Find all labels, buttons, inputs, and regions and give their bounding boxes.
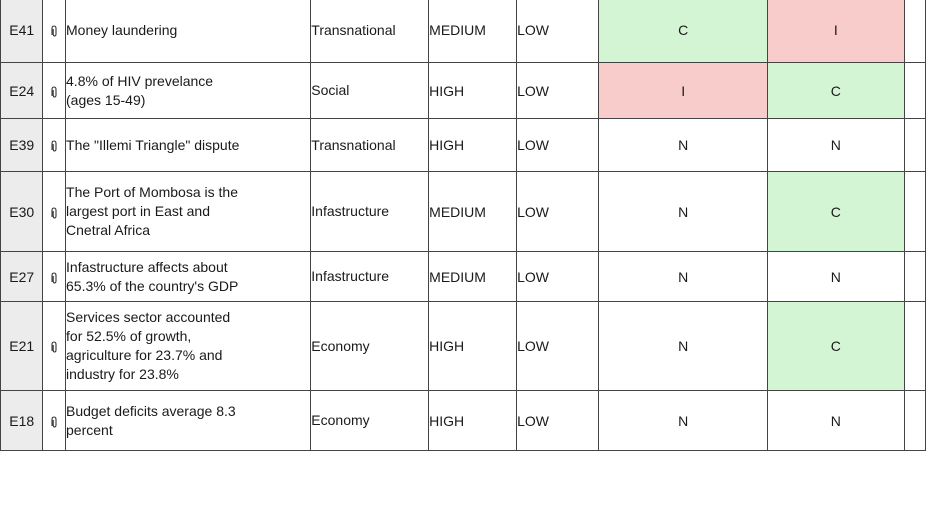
category-cell: Social <box>310 62 430 119</box>
description-cell: The Port of Mombosa is the largest port i… <box>65 171 312 252</box>
empty-cell <box>903 390 926 451</box>
paperclip-icon[interactable] <box>49 340 59 354</box>
impact-cell: HIGH <box>428 301 518 391</box>
empty-cell <box>903 251 926 302</box>
assessment-a-cell[interactable]: N <box>598 118 768 172</box>
description-cell: Budget deficits average 8.3 percent <box>65 390 312 451</box>
impact-cell: HIGH <box>428 390 518 451</box>
row-id: E18 <box>0 390 44 451</box>
description-cell: 4.8% of HIV prevelance (ages 15-49) <box>65 62 312 119</box>
attachment-cell[interactable] <box>42 0 67 63</box>
assessment-a-cell[interactable]: N <box>598 390 768 451</box>
table-row[interactable]: E18 Budget deficits average 8.3 percent E… <box>0 390 926 451</box>
assessment-a-cell[interactable]: N <box>598 251 768 302</box>
empty-cell <box>903 171 926 252</box>
row-id: E39 <box>0 118 44 172</box>
paperclip-icon[interactable] <box>49 139 59 153</box>
impact-cell: MEDIUM <box>428 171 518 252</box>
category-cell: Transnational <box>310 0 430 63</box>
category-cell: Transnational <box>310 118 430 172</box>
description-cell: Money laundering <box>65 0 312 63</box>
category-cell: Infastructure <box>310 251 430 302</box>
assessment-b-cell[interactable]: N <box>766 251 905 302</box>
row-id: E30 <box>0 171 44 252</box>
attachment-cell[interactable] <box>42 390 67 451</box>
assessment-b-cell[interactable]: N <box>766 390 905 451</box>
probability-cell: LOW <box>516 171 600 252</box>
category-cell: Economy <box>310 301 430 391</box>
assessment-b-cell[interactable]: C <box>766 171 905 252</box>
row-id: E41 <box>0 0 44 63</box>
impact-cell: MEDIUM <box>428 251 518 302</box>
attachment-cell[interactable] <box>42 171 67 252</box>
table-row[interactable]: E24 4.8% of HIV prevelance (ages 15-49) S… <box>0 62 926 119</box>
assessment-a-cell[interactable]: N <box>598 171 768 252</box>
attachment-cell[interactable] <box>42 62 67 119</box>
category-cell: Infastructure <box>310 171 430 252</box>
row-id: E27 <box>0 251 44 302</box>
empty-cell <box>903 118 926 172</box>
table-row[interactable]: E30 The Port of Mombosa is the largest po… <box>0 171 926 252</box>
category-cell: Economy <box>310 390 430 451</box>
attachment-cell[interactable] <box>42 251 67 302</box>
empty-cell <box>903 0 926 63</box>
description-cell: Infastructure affects about 65.3% of the … <box>65 251 312 302</box>
table-row[interactable]: E39 The "Illemi Triangle" dispute Transn… <box>0 118 926 172</box>
row-id: E21 <box>0 301 44 391</box>
paperclip-icon[interactable] <box>49 24 59 38</box>
probability-cell: LOW <box>516 0 600 63</box>
attachment-cell[interactable] <box>42 118 67 172</box>
impact-cell: MEDIUM <box>428 0 518 63</box>
description-cell: The "Illemi Triangle" dispute <box>65 118 312 172</box>
attachment-cell[interactable] <box>42 301 67 391</box>
paperclip-icon[interactable] <box>49 85 59 99</box>
empty-cell <box>903 301 926 391</box>
table-row[interactable]: E41 Money laundering Transnational MEDIU… <box>0 0 926 63</box>
assessment-b-cell[interactable]: C <box>766 301 905 391</box>
assessment-b-cell[interactable]: N <box>766 118 905 172</box>
risk-table: E41 Money laundering Transnational MEDIU… <box>0 0 926 451</box>
impact-cell: HIGH <box>428 62 518 119</box>
probability-cell: LOW <box>516 301 600 391</box>
assessment-b-cell[interactable]: I <box>766 0 905 63</box>
probability-cell: LOW <box>516 118 600 172</box>
probability-cell: LOW <box>516 62 600 119</box>
impact-cell: HIGH <box>428 118 518 172</box>
row-id: E24 <box>0 62 44 119</box>
paperclip-icon[interactable] <box>49 206 59 220</box>
assessment-a-cell[interactable]: I <box>598 62 768 119</box>
paperclip-icon[interactable] <box>49 271 59 285</box>
assessment-a-cell[interactable]: C <box>598 0 768 63</box>
assessment-b-cell[interactable]: C <box>766 62 905 119</box>
table-row[interactable]: E21 Services sector accounted for 52.5% o… <box>0 301 926 391</box>
table-row[interactable]: E27 Infastructure affects about 65.3% of … <box>0 251 926 302</box>
probability-cell: LOW <box>516 251 600 302</box>
probability-cell: LOW <box>516 390 600 451</box>
description-cell: Services sector accounted for 52.5% of gr… <box>65 301 312 391</box>
paperclip-icon[interactable] <box>49 415 59 429</box>
empty-cell <box>903 62 926 119</box>
assessment-a-cell[interactable]: N <box>598 301 768 391</box>
